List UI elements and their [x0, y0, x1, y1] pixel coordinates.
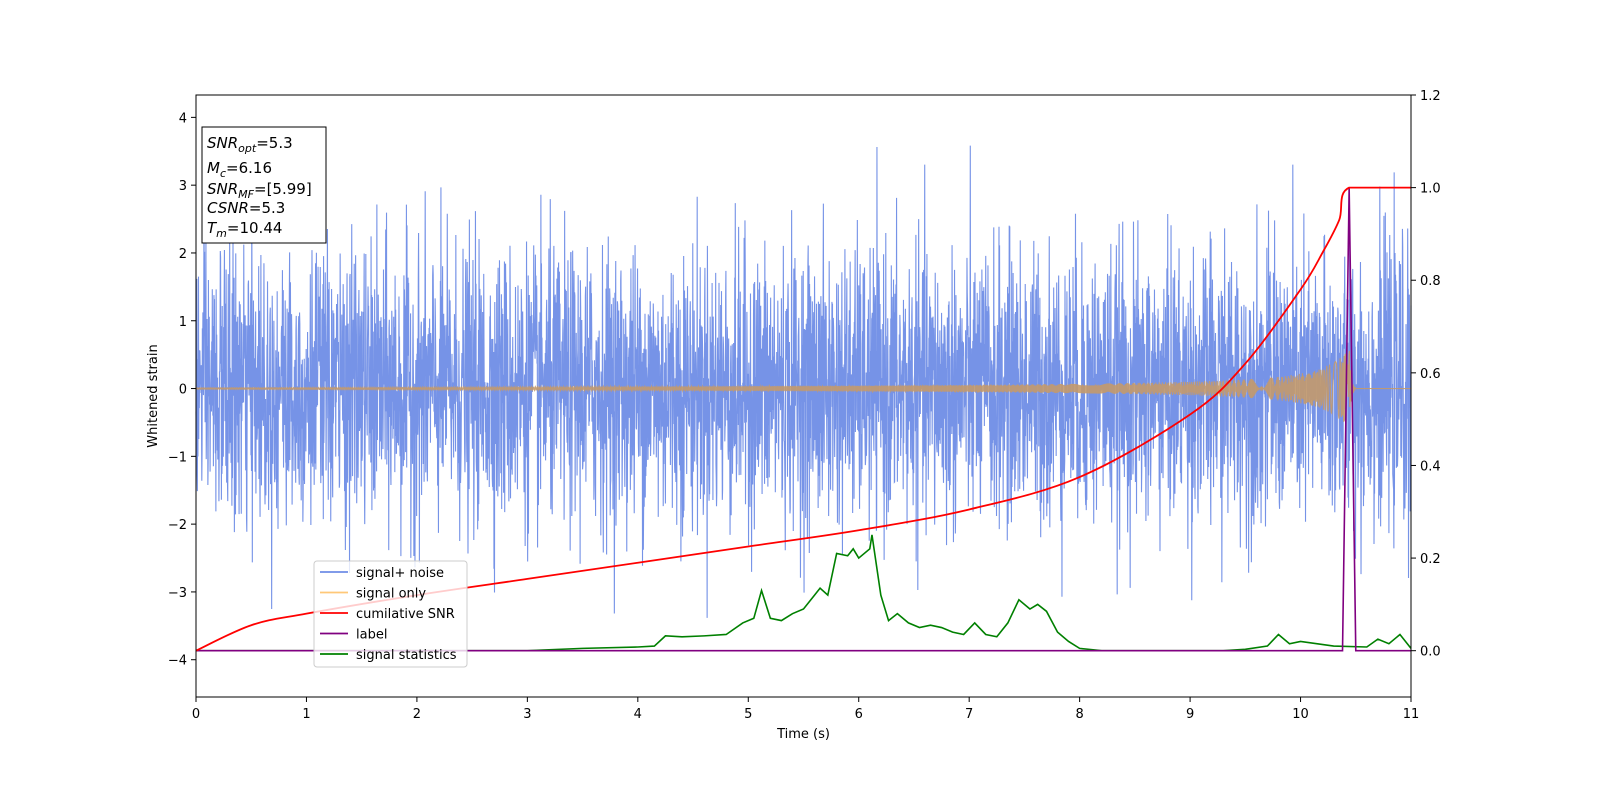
legend-entry: signal statistics — [356, 648, 457, 663]
x-tick-label: 3 — [523, 707, 531, 722]
x-tick-label: 10 — [1292, 707, 1309, 722]
info-line: SNRopt=5.3 — [207, 134, 293, 155]
legend-frame — [313, 560, 468, 668]
legend: signal+ noise signal only cumilative SNR la… — [313, 560, 468, 668]
legend-entry: signal+ noise — [356, 566, 444, 581]
info-subscript: c — [220, 167, 226, 180]
info-box: SNRopt=5.3Mc=6.16SNRMF=[5.99]CSNR=5.3Tm=… — [201, 126, 327, 244]
x-tick-label: 7 — [965, 707, 973, 722]
info-subscript: opt — [238, 142, 257, 155]
y-right-tick-label: 0.8 — [1420, 274, 1441, 289]
info-subscript: m — [216, 227, 227, 240]
info-value: =10.44 — [227, 219, 283, 237]
y-left-tick-label: 0 — [179, 383, 187, 398]
y-right-tick-label: 0.0 — [1420, 645, 1441, 660]
y-right-tick-label: 0.6 — [1420, 367, 1441, 382]
y-left-tick-label: 2 — [179, 247, 187, 262]
x-tick-label: 0 — [192, 707, 200, 722]
info-variable: M — [207, 159, 220, 177]
y-right-tick-label: 0.4 — [1420, 459, 1441, 474]
info-variable: CSNR — [207, 199, 249, 217]
plot-frame — [195, 94, 1412, 698]
x-tick-label: 4 — [634, 707, 642, 722]
y-left-tick-label: −4 — [168, 654, 187, 669]
legend-entry: signal only — [356, 587, 426, 602]
x-tick-label: 1 — [302, 707, 310, 722]
y-left-tick-label: 1 — [179, 315, 187, 330]
info-line: Tm=10.44 — [207, 219, 282, 240]
x-axis: 0 1 2 3 4 5 6 7 8 9 10 11 — [192, 697, 1419, 722]
info-line: CSNR=5.3 — [207, 199, 285, 217]
y-axis-right: 1.2 1.0 0.8 0.6 0.4 0.2 0.0 — [1411, 89, 1441, 660]
y-left-tick-label: −2 — [168, 518, 187, 533]
x-axis-label: Time (s) — [776, 727, 830, 742]
info-value: =5.3 — [249, 199, 285, 217]
x-tick-label: 9 — [1186, 707, 1194, 722]
y-axis-left: 4 3 2 1 0 −1 −2 −3 −4 — [168, 111, 196, 669]
legend-entry: cumilative SNR — [356, 607, 455, 622]
series-signal-statistics — [196, 534, 1412, 652]
y-left-tick-label: 4 — [179, 111, 187, 126]
info-variable: SNR — [207, 134, 238, 152]
x-tick-label: 2 — [413, 707, 421, 722]
legend-entry: label — [356, 628, 387, 643]
info-box-frame — [201, 126, 327, 244]
series-signal-noise — [195, 145, 1412, 618]
info-variable: T — [207, 219, 218, 237]
y-right-tick-label: 1.0 — [1420, 182, 1441, 197]
y-right-tick-label: 0.2 — [1420, 552, 1441, 567]
info-subscript: MF — [238, 188, 254, 201]
x-tick-label: 6 — [855, 707, 863, 722]
info-value: =5.3 — [256, 134, 292, 152]
info-line: Mc=6.16 — [207, 159, 272, 180]
x-tick-label: 8 — [1075, 707, 1083, 722]
info-value: =[5.99] — [254, 180, 312, 198]
y-right-tick-label: 1.2 — [1420, 89, 1441, 104]
y-left-tick-label: 3 — [179, 179, 187, 194]
info-line: SNRMF=[5.99] — [207, 180, 312, 201]
info-variable: SNR — [207, 180, 238, 198]
y-left-tick-label: −3 — [168, 586, 187, 601]
x-tick-label: 5 — [744, 707, 752, 722]
y-left-tick-label: −1 — [168, 450, 187, 465]
series-signal-only — [195, 350, 1411, 422]
info-value: =6.16 — [226, 159, 272, 177]
plot-area — [195, 145, 1412, 652]
x-tick-label: 11 — [1403, 707, 1420, 722]
y-axis-label: Whitened strain — [146, 344, 161, 447]
